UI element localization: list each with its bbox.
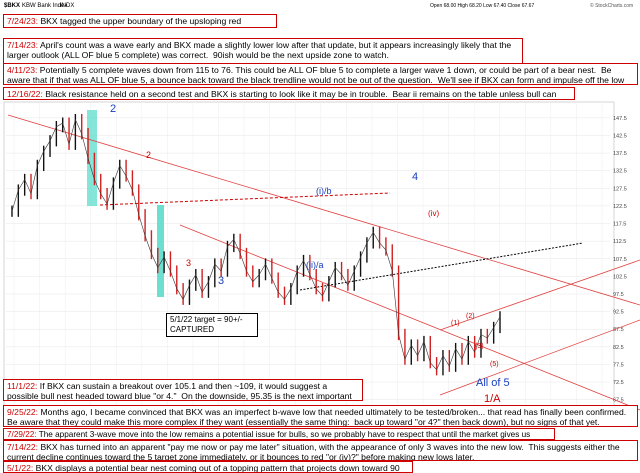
plot-frame: [3, 101, 615, 413]
cyan-box-bottom: [157, 205, 164, 297]
note-date: 5/1/22:: [7, 463, 34, 473]
note-text: The apparent 3-wave move into the low re…: [38, 430, 531, 439]
note-text: Black resistance held on a second test a…: [45, 89, 557, 99]
price-line: [11, 118, 501, 371]
note-date: 7/24/23:: [7, 16, 39, 26]
note-text: BKX tagged the upper boundary of the ups…: [7, 16, 242, 27]
note-date: 7/14/22:: [7, 442, 39, 452]
note-date: 9/25/22:: [7, 407, 39, 417]
wave-iia: (ii)/a: [306, 260, 324, 270]
price-bars: [11, 113, 501, 376]
chart-ohlc: Open 68.00 High 68.20 Low 67.40 Close 67…: [430, 3, 534, 9]
wave-4-blue: 4: [412, 171, 418, 183]
black-trendline-dotted: [299, 242, 584, 291]
chart-header: $BKX KBW Bank Index INDX Open 68.00 High…: [4, 2, 633, 9]
red-resistance-dashed: [99, 192, 391, 206]
y-tick-label: 107.5: [613, 257, 627, 263]
price-series: [11, 118, 501, 371]
note-text: If BKX can sustain a breakout over 105.1…: [7, 381, 352, 401]
note-date: 7/14/23:: [7, 40, 39, 50]
note-text: April's count was a wave early and BKX m…: [7, 40, 514, 61]
note-12-16-22: 12/16/22: Black resistance held on a sec…: [3, 87, 575, 100]
note-date: 11/1/22:: [7, 381, 38, 391]
wave-1a: 1/A: [484, 393, 501, 405]
wave-labels: 2 2 3 3 (i)/b (ii)/a 4 (iv) (1) (3) (2) …: [110, 103, 510, 405]
wave-2-red: 2: [146, 150, 151, 160]
chart-symbol: $BKX: [4, 3, 20, 9]
y-axis: 147.5 142.5 137.5 132.5 127.5 122.5 117.5 112.5…: [613, 116, 627, 404]
chart-title: KBW Bank Index: [22, 3, 67, 9]
note-date: 12/16/22:: [7, 89, 43, 99]
y-tick-label: 102.5: [613, 274, 627, 280]
y-tick-label: 82.5: [613, 345, 624, 351]
wave-ib: (i)/b: [316, 186, 332, 196]
y-tick-label: 97.5: [613, 292, 624, 298]
wave-3-red: 3: [186, 258, 191, 268]
note-7-14-22: 7/14/22: BKX has turned into an apparent…: [3, 440, 638, 461]
y-tick-label: 92.5: [613, 310, 624, 316]
y-tick-label: 122.5: [613, 204, 627, 210]
note-4-11-23: 4/11/23: Potentially 5 complete waves do…: [3, 63, 638, 85]
note-7-14-23: 7/14/23: April's count was a wave early …: [3, 38, 523, 64]
y-tick-label: 77.5: [613, 362, 624, 368]
y-tick-label: 137.5: [613, 151, 627, 157]
red-channel-up-lower: [439, 319, 640, 396]
note-date: 4/11/23:: [7, 65, 38, 75]
wave-3-blue: 3: [218, 275, 224, 287]
y-tick-label: 87.5: [613, 327, 624, 333]
wave-2-paren-red: (2): [466, 313, 475, 320]
wave-3-paren-red: (3): [475, 343, 484, 350]
wave-5-red: (5): [490, 361, 499, 368]
note-date: 7/29/22:: [7, 430, 37, 439]
note-text: BKX has turned into an apparent "pay me …: [7, 442, 623, 461]
trendlines: [7, 114, 640, 411]
note-7-24-23: 7/24/23: BKX tagged the upper boundary o…: [3, 14, 277, 28]
note-text: Potentially 5 complete waves down from 1…: [7, 65, 625, 85]
note-7-29-22: 7/29/22: The apparent 3-wave move into t…: [3, 428, 555, 440]
note-text: Months ago, I became convinced that BKX …: [7, 407, 631, 427]
target-box: 5/1/22 target = 90+/- CAPTURED: [166, 313, 258, 337]
red-channel-up-upper: [439, 259, 640, 331]
note-5-1-22: 5/1/22: BKX displays a potential bear ne…: [3, 461, 413, 473]
wave-1-red: (1): [451, 320, 460, 327]
note-text: BKX displays a potential bear nest comin…: [35, 463, 400, 473]
chart-brand: © StockCharts.com: [590, 2, 633, 9]
note-11-1-22: 11/1/22: If BKX can sustain a breakout o…: [3, 379, 363, 401]
y-tick-label: 117.5: [613, 222, 626, 228]
chart-exchange: INDX: [60, 3, 74, 9]
y-tick-label: 127.5: [613, 186, 627, 192]
y-tick-label: 112.5: [613, 239, 626, 245]
y-tick-label: 72.5: [613, 380, 624, 386]
red-channel-upper-old: [7, 114, 640, 306]
wave-2-top: 2: [110, 103, 116, 115]
red-channel-lower-old: [179, 224, 640, 411]
y-tick-label: 142.5: [613, 133, 627, 139]
cyan-box-top: [87, 110, 97, 206]
target-line2: CAPTURED: [170, 325, 215, 334]
target-line1: 5/1/22 target = 90+/-: [170, 315, 243, 324]
y-tick-label: 67.5: [613, 398, 624, 404]
note-9-25-22: 9/25/22: Months ago, I became convinced …: [3, 405, 638, 427]
wave-iv-red: (iv): [428, 209, 439, 218]
y-tick-label: 147.5: [613, 116, 627, 122]
wave-all-of-5: All of 5: [476, 377, 510, 389]
y-tick-label: 132.5: [613, 169, 627, 175]
